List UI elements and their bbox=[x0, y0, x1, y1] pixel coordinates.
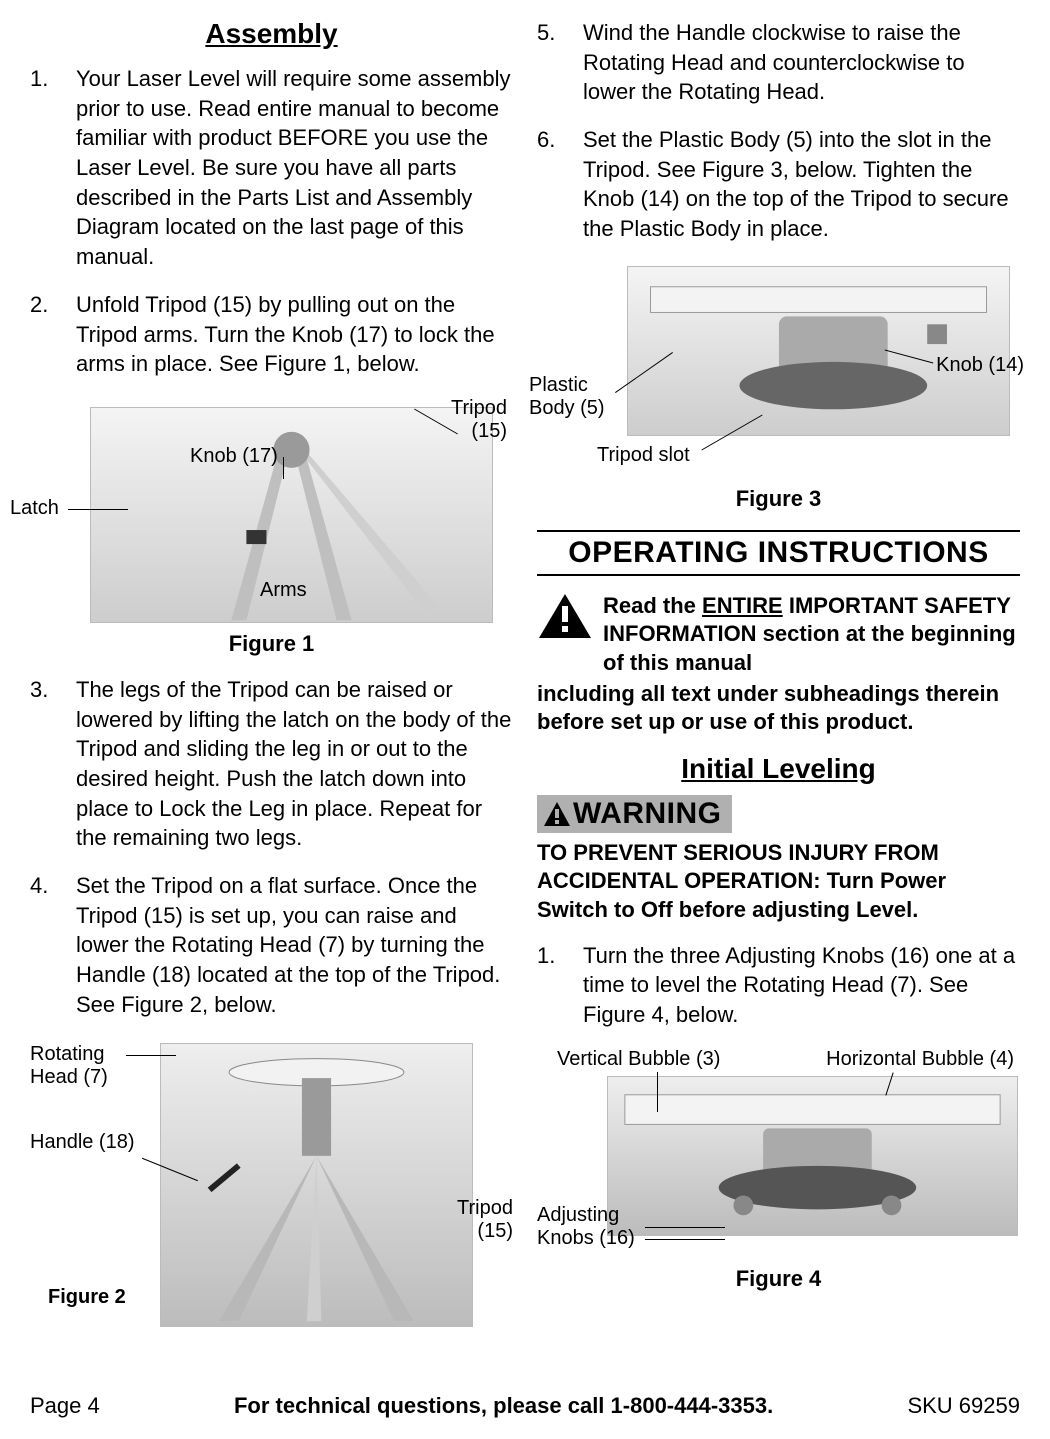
footer-phone: For technical questions, please call 1-8… bbox=[234, 1393, 773, 1419]
item-number: 1. bbox=[537, 941, 583, 1030]
callout-rotating-head: Rotating Head (7) bbox=[30, 1043, 108, 1089]
callout-tripod-slot: Tripod slot bbox=[597, 444, 690, 467]
page-footer: Page 4 For technical questions, please c… bbox=[30, 1393, 1020, 1419]
list-item: 1. Your Laser Level will require some as… bbox=[30, 64, 513, 272]
callout-vertical-bubble: Vertical Bubble (3) bbox=[557, 1048, 720, 1071]
figure-3-caption: Figure 3 bbox=[537, 486, 1020, 512]
callout-knob-14: Knob (14) bbox=[936, 354, 1024, 377]
figure-2: Rotating Head (7) Handle (18) Tripod (15… bbox=[30, 1037, 513, 1337]
figure-1: Tripod (15) Knob (17) Latch Arms Figure … bbox=[30, 397, 513, 657]
warning-body: TO PREVENT SERIOUS INJURY FROM ACCIDENTA… bbox=[537, 839, 1020, 925]
item-text: Turn the three Adjusting Knobs (16) one … bbox=[583, 941, 1020, 1030]
callout-tripod: Tripod (15) bbox=[451, 397, 507, 443]
left-column: Assembly 1. Your Laser Level will requir… bbox=[30, 18, 513, 1373]
list-item: 6. Set the Plastic Body (5) into the slo… bbox=[537, 125, 1020, 244]
list-item: 5. Wind the Handle clockwise to raise th… bbox=[537, 18, 1020, 107]
callout-tripod-15: Tripod (15) bbox=[457, 1197, 513, 1243]
figure-1-caption: Figure 1 bbox=[30, 631, 513, 657]
warning-triangle-icon bbox=[537, 592, 593, 640]
callout-plastic-body: Plastic Body (5) bbox=[529, 374, 605, 420]
callout-arms: Arms bbox=[260, 579, 307, 602]
safety-read-block: Read the ENTIRE IMPORTANT SAFETY INFORMA… bbox=[537, 592, 1020, 678]
item-number: 1. bbox=[30, 64, 76, 272]
item-number: 6. bbox=[537, 125, 583, 244]
warning-label-text: WARNING bbox=[573, 797, 722, 831]
right-column: 5. Wind the Handle clockwise to raise th… bbox=[537, 18, 1020, 1373]
item-number: 5. bbox=[537, 18, 583, 107]
assembly-heading: Assembly bbox=[30, 18, 513, 50]
list-item: 3. The legs of the Tripod can be raised … bbox=[30, 675, 513, 853]
right-list-b: 1. Turn the three Adjusting Knobs (16) o… bbox=[537, 941, 1020, 1030]
list-item: 1. Turn the three Adjusting Knobs (16) o… bbox=[537, 941, 1020, 1030]
item-text: Set the Plastic Body (5) into the slot i… bbox=[583, 125, 1020, 244]
callout-latch: Latch bbox=[10, 497, 59, 520]
item-text: Wind the Handle clockwise to raise the R… bbox=[583, 18, 1020, 107]
callout-knob-17: Knob (17) bbox=[190, 445, 278, 468]
footer-sku: SKU 69259 bbox=[907, 1393, 1020, 1419]
item-number: 4. bbox=[30, 871, 76, 1019]
list-item: 2. Unfold Tripod (15) by pulling out on … bbox=[30, 290, 513, 379]
figure-2-caption: Figure 2 bbox=[48, 1286, 126, 1309]
figure-4-caption: Figure 4 bbox=[537, 1266, 1020, 1292]
safety-read-text-top: Read the ENTIRE IMPORTANT SAFETY INFORMA… bbox=[603, 592, 1020, 678]
safety-read-text-bottom: including all text under subheadings the… bbox=[537, 680, 1020, 737]
callout-horizontal-bubble: Horizontal Bubble (4) bbox=[826, 1048, 1014, 1071]
assembly-list-b: 3. The legs of the Tripod can be raised … bbox=[30, 675, 513, 1020]
figure-2-photo bbox=[161, 1044, 472, 1326]
footer-page: Page 4 bbox=[30, 1393, 100, 1419]
warning-label: WARNING bbox=[537, 795, 732, 833]
item-text: Your Laser Level will require some assem… bbox=[76, 64, 513, 272]
figure-4-photo bbox=[608, 1077, 1017, 1235]
item-number: 3. bbox=[30, 675, 76, 853]
item-text: Set the Tripod on a flat surface. Once t… bbox=[76, 871, 513, 1019]
item-text: Unfold Tripod (15) by pulling out on the… bbox=[76, 290, 513, 379]
warning-triangle-small-icon bbox=[543, 801, 571, 827]
list-item: 4. Set the Tripod on a flat surface. Onc… bbox=[30, 871, 513, 1019]
figure-3-photo bbox=[628, 267, 1009, 435]
operating-instructions-heading: OPERATING INSTRUCTIONS bbox=[537, 530, 1020, 576]
assembly-list-a: 1. Your Laser Level will require some as… bbox=[30, 64, 513, 379]
callout-adjusting-knobs: Adjusting Knobs (16) bbox=[537, 1204, 635, 1250]
item-text: The legs of the Tripod can be raised or … bbox=[76, 675, 513, 853]
initial-leveling-heading: Initial Leveling bbox=[537, 753, 1020, 785]
callout-handle: Handle (18) bbox=[30, 1131, 135, 1154]
right-list-a: 5. Wind the Handle clockwise to raise th… bbox=[537, 18, 1020, 244]
figure-4: Vertical Bubble (3) Horizontal Bubble (4… bbox=[537, 1048, 1020, 1292]
figure-3: Plastic Body (5) Tripod slot Knob (14) F… bbox=[537, 262, 1020, 512]
item-number: 2. bbox=[30, 290, 76, 379]
